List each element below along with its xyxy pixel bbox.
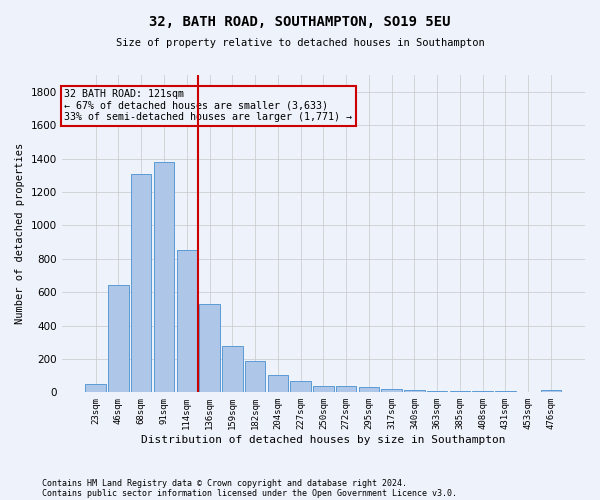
Bar: [268, 375, 288, 392]
Bar: [290, 382, 311, 392]
Bar: [336, 386, 356, 392]
Bar: [359, 388, 379, 392]
Bar: [222, 346, 242, 393]
Bar: [108, 286, 129, 393]
Text: Contains public sector information licensed under the Open Government Licence v3: Contains public sector information licen…: [42, 488, 457, 498]
Text: 32, BATH ROAD, SOUTHAMPTON, SO19 5EU: 32, BATH ROAD, SOUTHAMPTON, SO19 5EU: [149, 15, 451, 29]
Text: Size of property relative to detached houses in Southampton: Size of property relative to detached ho…: [116, 38, 484, 48]
Y-axis label: Number of detached properties: Number of detached properties: [15, 143, 25, 324]
Text: 32 BATH ROAD: 121sqm
← 67% of detached houses are smaller (3,633)
33% of semi-de: 32 BATH ROAD: 121sqm ← 67% of detached h…: [64, 90, 352, 122]
Bar: [245, 362, 265, 392]
Bar: [199, 304, 220, 392]
Bar: [154, 162, 174, 392]
Bar: [382, 389, 402, 392]
Bar: [541, 390, 561, 392]
Bar: [131, 174, 151, 392]
Text: Contains HM Land Registry data © Crown copyright and database right 2024.: Contains HM Land Registry data © Crown c…: [42, 478, 407, 488]
Bar: [449, 391, 470, 392]
Bar: [427, 391, 448, 392]
X-axis label: Distribution of detached houses by size in Southampton: Distribution of detached houses by size …: [141, 435, 506, 445]
Bar: [313, 386, 334, 392]
Bar: [404, 390, 425, 392]
Bar: [176, 250, 197, 392]
Bar: [85, 384, 106, 392]
